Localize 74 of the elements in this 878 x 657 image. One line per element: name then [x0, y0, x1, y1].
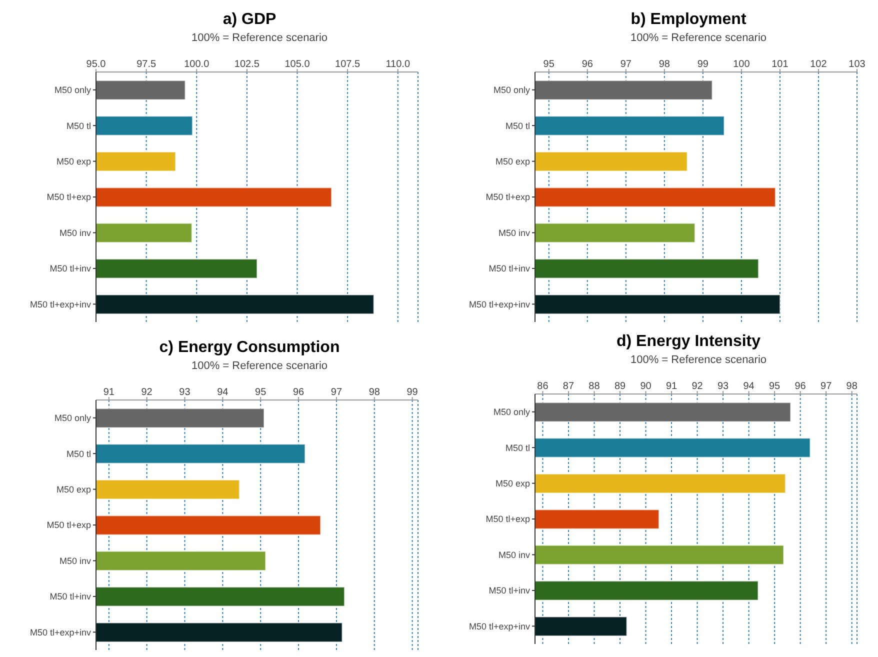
x-tick-label: 103 — [848, 59, 866, 70]
x-tick-label: 99 — [697, 59, 709, 70]
y-tick-label: M50 tl — [66, 448, 91, 459]
x-tick-label: 97 — [620, 59, 632, 70]
y-tick-label: M50 tl+inv — [50, 264, 92, 274]
y-tick-label: M50 tl+exp+inv — [30, 627, 92, 638]
y-tick-label: M50 only — [493, 407, 530, 418]
y-tick-label: M50 exp — [495, 478, 530, 488]
x-axis-title: 100% = Reference scenario — [190, 32, 329, 46]
x-tick-label: 101 — [772, 59, 789, 70]
x-tick-label: 100 — [733, 59, 750, 70]
x-axis-title: 100% = Reference scenario — [629, 354, 768, 368]
y-tick-label: M50 tl+inv — [50, 592, 92, 602]
x-tick-label: 87 — [562, 381, 574, 392]
y-tick-label: M50 tl — [66, 120, 91, 131]
x-tick-label: 110.0 — [386, 59, 410, 70]
y-tick-label: M50 tl+exp+inv — [468, 621, 530, 632]
y-tick-label: M50 tl+exp — [486, 192, 530, 202]
x-tick-label: 93 — [717, 381, 730, 392]
x-tick-label: 105.0 — [284, 59, 310, 70]
y-tick-label: M50 tl+exp — [46, 192, 91, 202]
x-tick-label: 102.5 — [234, 59, 260, 70]
x-tick-label: 96 — [292, 387, 305, 398]
x-tick-label: 91 — [103, 387, 115, 398]
x-tick-label: 97 — [820, 381, 832, 392]
x-tick-label: 91 — [666, 381, 678, 392]
y-tick-label: M50 inv — [498, 550, 530, 560]
y-tick-label: M50 inv — [498, 228, 530, 238]
x-axis-title: 100% = Reference scenario — [629, 32, 768, 46]
x-tick-label: 94 — [217, 387, 229, 398]
y-tick-label: M50 exp — [56, 156, 91, 166]
chart-title: a) GDP — [222, 10, 278, 30]
x-tick-label: 92 — [141, 387, 153, 398]
y-tick-label: M50 only — [54, 85, 92, 96]
y-tick-label: M50 tl+exp+inv — [30, 299, 92, 310]
x-tick-label: 96 — [794, 381, 806, 392]
x-tick-label: 102 — [810, 59, 828, 70]
x-tick-label: 97 — [330, 387, 342, 398]
y-tick-label: M50 exp — [495, 156, 530, 166]
y-tick-label: M50 tl — [505, 120, 530, 131]
x-tick-label: 95 — [543, 59, 555, 70]
y-tick-label: M50 tl+inv — [488, 586, 530, 596]
y-tick-label: M50 exp — [56, 484, 91, 494]
y-tick-label: M50 only — [493, 85, 530, 96]
x-tick-label: 92 — [692, 381, 704, 392]
y-tick-label: M50 tl+inv — [488, 264, 530, 274]
y-tick-label: M50 tl+exp — [46, 520, 91, 530]
y-tick-label: M50 tl+exp+inv — [468, 299, 530, 310]
x-tick-label: 89 — [614, 381, 626, 392]
x-tick-label: 88 — [588, 381, 600, 392]
chart-title: d) Energy Intensity — [615, 332, 762, 352]
chart-title: c) Energy Consumption — [158, 338, 341, 358]
x-tick-label: 98 — [368, 387, 380, 398]
x-tick-label: 94 — [743, 381, 755, 392]
x-tick-label: 98 — [846, 381, 858, 392]
chart-title: b) Employment — [630, 10, 748, 30]
x-tick-label: 95 — [255, 387, 267, 398]
y-tick-label: M50 tl+exp — [486, 514, 530, 524]
y-tick-label: M50 only — [54, 413, 92, 424]
x-tick-label: 100.0 — [184, 59, 210, 70]
x-tick-label: 99 — [406, 387, 418, 398]
x-tick-label: 95 — [769, 381, 781, 392]
y-tick-label: M50 inv — [59, 228, 92, 238]
y-tick-label: M50 tl — [505, 442, 530, 453]
x-tick-label: 93 — [179, 387, 191, 398]
x-tick-label: 86 — [537, 381, 549, 392]
y-tick-label: M50 inv — [59, 556, 92, 566]
x-tick-label: 96 — [582, 59, 594, 70]
x-tick-label: 90 — [640, 381, 652, 392]
x-tick-label: 95.0 — [86, 59, 106, 70]
x-axis-title: 100% = Reference scenario — [190, 360, 329, 374]
x-tick-label: 98 — [658, 59, 670, 70]
x-tick-label: 97.5 — [136, 59, 156, 70]
x-tick-label: 107.5 — [335, 59, 361, 70]
